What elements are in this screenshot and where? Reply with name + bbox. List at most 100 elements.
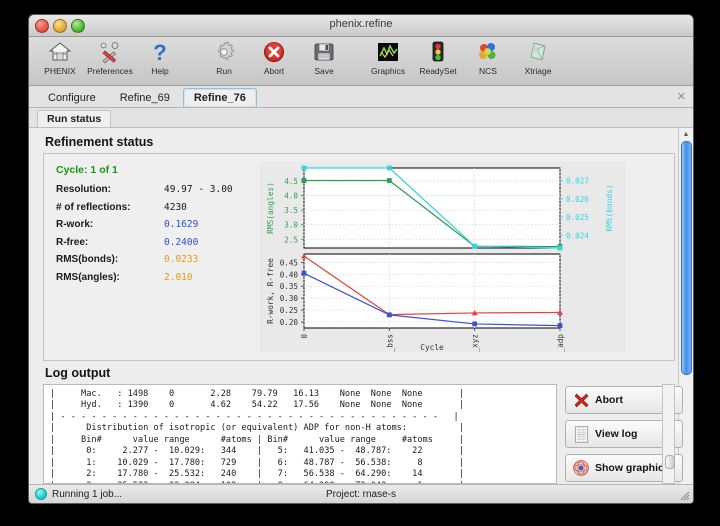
- toolbar-button-xtriage[interactable]: Xtriage: [513, 39, 563, 76]
- stat-key: R-free:: [56, 236, 89, 248]
- resize-grip-icon[interactable]: [678, 489, 690, 501]
- svg-text:0.30: 0.30: [280, 294, 299, 303]
- running-indicator-icon: [35, 488, 47, 500]
- svg-text:4.5: 4.5: [284, 177, 298, 186]
- svg-text:Cycle: Cycle: [420, 343, 444, 352]
- house-icon: [48, 39, 72, 65]
- minimize-button[interactable]: [53, 19, 67, 33]
- title-bar: phenix.refine: [29, 15, 693, 37]
- question-mark-icon: ?: [148, 39, 172, 65]
- refinement-status-section: Refinement status Cycle: 1 of 1 Resoluti…: [29, 128, 693, 361]
- toolbar-label: Help: [151, 66, 169, 76]
- toolbar-label: NCS: [479, 66, 497, 76]
- toolbar-button-run[interactable]: Run: [199, 39, 249, 76]
- main-tab-bar: Configure Refine_69 Refine_76 ✕: [29, 86, 693, 108]
- toolbar-button-readyset[interactable]: ReadySet: [413, 39, 463, 76]
- toolbar-label: Run: [216, 66, 232, 76]
- scroll-up-arrow[interactable]: ▲: [682, 130, 690, 138]
- log-scrollbar[interactable]: [662, 384, 675, 484]
- stat-row-rms-angles: RMS(angles): 2.010: [56, 272, 256, 283]
- stat-row-rwork: R-work: 0.1629: [56, 219, 256, 230]
- running-status-text: Running 1 job...: [52, 488, 123, 500]
- colored-balls-icon: [476, 39, 500, 65]
- window-title: phenix.refine: [329, 18, 393, 30]
- tab-refine-76[interactable]: Refine_76: [182, 88, 257, 107]
- scrollbar-thumb[interactable]: [681, 141, 692, 375]
- stat-key: RMS(bonds):: [56, 254, 119, 265]
- svg-text:RMS(bonds): RMS(bonds): [605, 185, 614, 232]
- molecule-icon: [376, 39, 400, 65]
- refinement-stats-list: Cycle: 1 of 1 Resolution: 49.97 - 3.00 #…: [56, 164, 256, 289]
- log-output-heading: Log output: [45, 366, 111, 380]
- svg-text:0.45: 0.45: [280, 258, 298, 267]
- application-window: phenix.refine PHENIX: [28, 14, 694, 504]
- toolbar-button-graphics[interactable]: Graphics: [363, 39, 413, 76]
- refinement-plot-svg: 2.5 3.0 3.5 4.0 4.5 0.024 0.025 0.026 0.027 RMS(a…: [266, 165, 614, 352]
- zoom-button[interactable]: [71, 19, 85, 33]
- stat-value: 0.2400: [164, 236, 199, 248]
- stat-value: 4230: [164, 201, 187, 213]
- project-label: Project: rnase-s: [325, 488, 397, 500]
- stat-row-rfree: R-free: 0.2400: [56, 237, 256, 248]
- log-output-section: Log output | Mac. : 1498 0 2.28 79.79 16…: [29, 361, 693, 484]
- button-label: Show graphics: [595, 462, 670, 474]
- toolbar-label: PHENIX: [44, 66, 76, 76]
- svg-text:4.0: 4.0: [284, 192, 298, 201]
- content-area: ▲ Refinement status Cycle: 1 of 1 Resolu…: [29, 128, 693, 503]
- log-text[interactable]: | Mac. : 1498 0 2.28 79.79 16.13 None No…: [43, 384, 557, 484]
- toolbar-button-phenix[interactable]: PHENIX: [35, 39, 85, 76]
- status-bar: Running 1 job... Project: rnase-s: [29, 484, 693, 503]
- toolbar-button-preferences[interactable]: Preferences: [85, 39, 135, 76]
- close-tab-icon[interactable]: ✕: [676, 91, 686, 103]
- toolbar-label: Save: [314, 66, 334, 76]
- svg-text:RMS(angles): RMS(angles): [266, 182, 275, 234]
- svg-text:0.027: 0.027: [566, 177, 589, 186]
- sub-tab-bar: Run status: [29, 108, 693, 128]
- tools-icon: [98, 39, 122, 65]
- svg-text:0.35: 0.35: [280, 282, 298, 291]
- toolbar: PHENIX Preferences ?: [29, 37, 693, 86]
- red-x-circle-icon: [262, 39, 286, 65]
- close-button[interactable]: [35, 19, 49, 33]
- traffic-light-icon: [426, 39, 450, 65]
- svg-text:?: ?: [153, 40, 166, 64]
- stat-row-reflections: # of reflections: 4230: [56, 202, 256, 213]
- red-x-icon: [571, 392, 591, 409]
- stat-key: Resolution:: [56, 184, 111, 195]
- svg-text:R-work, R-free: R-work, R-free: [266, 258, 275, 324]
- svg-text:3.0: 3.0: [284, 221, 298, 230]
- log-scrollbar-thumb[interactable]: [665, 455, 675, 469]
- svg-text:1_bss: 1_bss: [385, 334, 394, 352]
- stat-value: 0.0233: [164, 254, 199, 265]
- toolbar-label: Abort: [263, 66, 285, 76]
- tab-refine-69[interactable]: Refine_69: [119, 92, 170, 104]
- svg-text:1_xyz: 1_xyz: [471, 334, 480, 352]
- crystal-icon: [526, 39, 550, 65]
- svg-text:0.40: 0.40: [280, 270, 299, 279]
- button-label: Abort: [595, 394, 623, 406]
- svg-text:2.5: 2.5: [284, 235, 298, 244]
- svg-text:0.025: 0.025: [566, 213, 589, 222]
- window-controls: [35, 19, 85, 33]
- molecule-sphere-icon: [571, 459, 591, 477]
- tab-run-status[interactable]: Run status: [37, 110, 112, 127]
- toolbar-button-abort[interactable]: Abort: [249, 39, 299, 76]
- toolbar-button-save[interactable]: Save: [299, 39, 349, 76]
- stat-key: # of reflections:: [56, 201, 131, 213]
- stat-row-resolution: Resolution: 49.97 - 3.00: [56, 184, 256, 195]
- tab-configure[interactable]: Configure: [48, 92, 96, 104]
- document-lines-icon: [571, 425, 591, 443]
- refinement-status-heading: Refinement status: [45, 135, 154, 149]
- toolbar-button-help[interactable]: ? Help: [135, 39, 185, 76]
- gear-icon: [212, 39, 236, 65]
- button-label: View log: [595, 428, 638, 440]
- toolbar-label: Graphics: [370, 66, 405, 76]
- log-output-panel: | Mac. : 1498 0 2.28 79.79 16.13 None No…: [43, 384, 683, 484]
- stat-value: 49.97 - 3.00: [164, 184, 233, 195]
- stat-row-rms-bonds: RMS(bonds): 0.0233: [56, 254, 256, 265]
- toolbar-label: Xtriage: [524, 66, 552, 76]
- cycle-label: Cycle: 1 of 1: [56, 164, 118, 176]
- toolbar-button-ncs[interactable]: NCS: [463, 39, 513, 76]
- svg-text:1_adp: 1_adp: [556, 334, 565, 352]
- refinement-plots[interactable]: 2.5 3.0 3.5 4.0 4.5 0.024 0.025 0.026 0.027 RMS(a…: [260, 162, 626, 352]
